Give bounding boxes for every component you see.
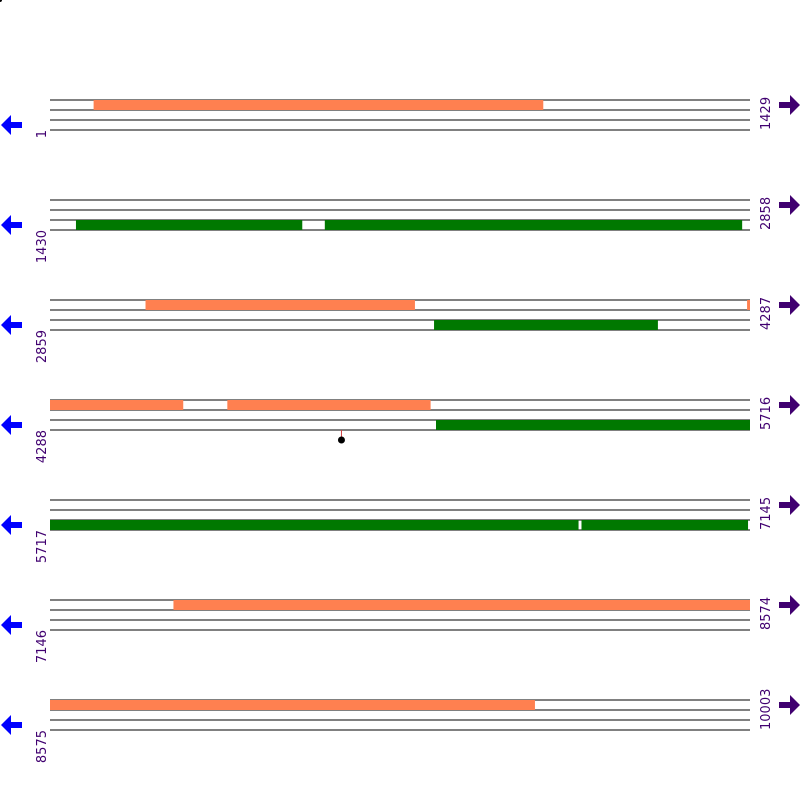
row-end-label: 10003 [759,689,774,730]
forward-feature-1 [173,600,750,610]
marker-dot [337,436,345,444]
row-start-label: 2859 [35,330,50,363]
row-end-label: 2858 [759,197,774,230]
row-end-label: 7145 [759,497,774,530]
map-row-3: 2859 4287 [1,295,800,363]
reverse-feature-2 [581,520,749,530]
row-end-label: 8574 [759,597,774,630]
map-row-2: 1430 2858 [1,195,800,263]
row-end-label: 4287 [759,297,774,330]
map-row-1: 1 1429 [1,95,800,138]
map-row-7: 8575 10003 [1,689,800,763]
right-arrow-icon [779,295,800,315]
forward-feature-2 [747,300,750,310]
map-row-6: 7146 8574 [1,595,800,663]
left-arrow-icon [1,115,22,135]
forward-feature-1 [145,300,415,310]
corner-dot [0,0,2,2]
forward-feature-2 [227,400,431,410]
left-arrow-icon [1,415,22,435]
row-start-label: 1 [35,130,50,138]
forward-feature-1 [93,100,544,110]
reverse-feature-3 [436,420,750,430]
row-end-label: 5716 [759,397,774,430]
left-arrow-icon [1,615,22,635]
left-arrow-icon [1,715,22,735]
forward-feature-1 [50,400,184,410]
right-arrow-icon [779,595,800,615]
row-start-label: 4288 [35,430,50,463]
map-row-5: 5717 7145 [1,495,800,563]
map-row-4: 4288 5716 [1,395,800,463]
row-start-label: 1430 [35,230,50,263]
row-end-label: 1429 [759,97,774,130]
reverse-feature-1 [50,520,579,530]
reverse-feature-1 [75,220,303,230]
left-arrow-icon [1,215,22,235]
row-start-label: 5717 [35,530,50,563]
reverse-feature-2 [324,220,743,230]
left-arrow-icon [1,515,22,535]
right-arrow-icon [779,95,800,115]
right-arrow-icon [779,195,800,215]
left-arrow-icon [1,315,22,335]
forward-feature-1 [50,700,535,710]
right-arrow-icon [779,695,800,715]
row-start-label: 7146 [35,630,50,663]
right-arrow-icon [779,495,800,515]
right-arrow-icon [779,395,800,415]
reverse-feature-3 [434,320,658,330]
row-start-label: 8575 [35,730,50,763]
